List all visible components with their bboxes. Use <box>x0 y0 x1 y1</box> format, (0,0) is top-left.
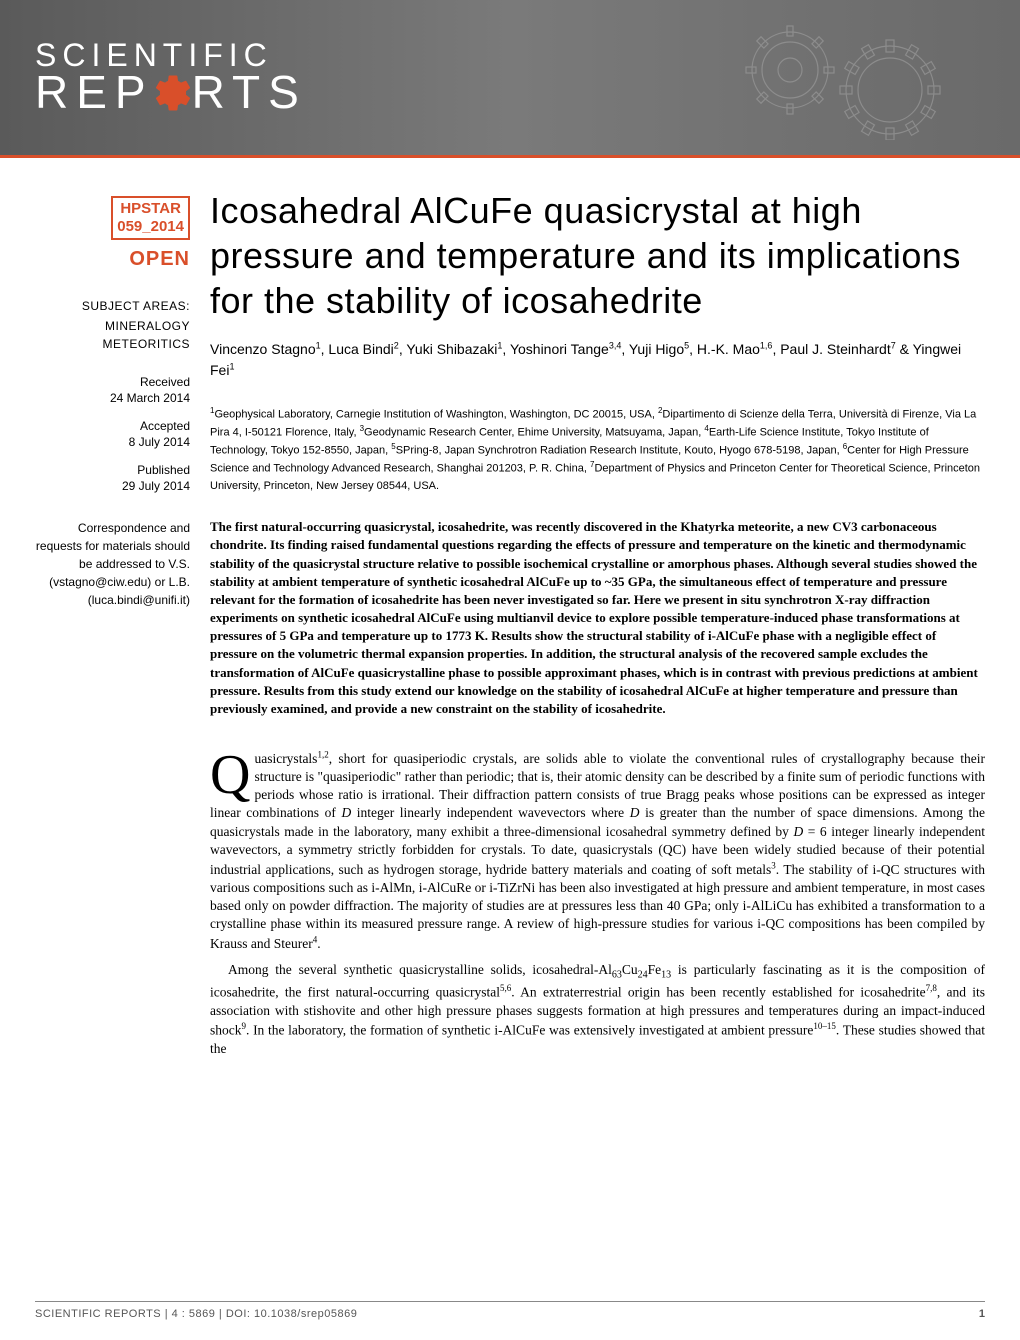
logo-text-b: RTS <box>192 71 307 115</box>
body-text: Quasicrystals1,2, short for quasiperiodi… <box>210 748 985 1058</box>
published-date: 29 July 2014 <box>35 479 190 493</box>
open-access-badge: OPEN <box>35 248 190 271</box>
published-label: Published <box>35 463 190 477</box>
logo-text-a: REP <box>35 71 154 115</box>
affiliations: 1Geophysical Laboratory, Carnegie Instit… <box>210 405 985 494</box>
article-title: Icosahedral AlCuFe quasicrystal at high … <box>210 188 985 323</box>
journal-logo: SCIENTIFIC REP RTS <box>35 40 307 114</box>
subject-area-1: METEORITICS <box>35 337 190 351</box>
article-main: Icosahedral AlCuFe quasicrystal at high … <box>210 188 985 1066</box>
page-number: 1 <box>979 1308 985 1320</box>
sidebar: HPSTAR 059_2014 OPEN SUBJECT AREAS: MINE… <box>35 188 190 1066</box>
para1-content: uasicrystals1,2, short for quasiperiodic… <box>210 751 985 951</box>
content-area: HPSTAR 059_2014 OPEN SUBJECT AREAS: MINE… <box>0 158 1020 1066</box>
subject-areas-label: SUBJECT AREAS: <box>35 299 190 313</box>
paragraph-2: Among the several synthetic quasicrystal… <box>210 961 985 1058</box>
gear-decoration <box>710 20 990 145</box>
journal-banner: SCIENTIFIC REP RTS <box>0 0 1020 155</box>
dates-section: Received 24 March 2014 Accepted 8 July 2… <box>35 375 190 493</box>
abstract: The first natural-occurring quasicrystal… <box>210 518 985 718</box>
accepted-label: Accepted <box>35 419 190 433</box>
correspondence-text: Correspondence and requests for material… <box>35 519 190 609</box>
logo-line-2: REP RTS <box>35 71 307 115</box>
paragraph-1: Quasicrystals1,2, short for quasiperiodi… <box>210 748 985 953</box>
accepted-date: 8 July 2014 <box>35 435 190 449</box>
received-date: 24 March 2014 <box>35 391 190 405</box>
footer-citation: SCIENTIFIC REPORTS | 4 : 5869 | DOI: 10.… <box>35 1308 357 1320</box>
hpstar-badge: HPSTAR 059_2014 <box>111 196 190 240</box>
authors-list: Vincenzo Stagno1, Luca Bindi2, Yuki Shib… <box>210 339 985 381</box>
hpstar-line1: HPSTAR <box>117 200 184 218</box>
page-footer: SCIENTIFIC REPORTS | 4 : 5869 | DOI: 10.… <box>35 1301 985 1320</box>
gear-icon <box>152 72 194 114</box>
drop-cap: Q <box>210 748 254 800</box>
received-label: Received <box>35 375 190 389</box>
subject-area-0: MINERALOGY <box>35 319 190 333</box>
hpstar-line2: 059_2014 <box>117 218 184 236</box>
